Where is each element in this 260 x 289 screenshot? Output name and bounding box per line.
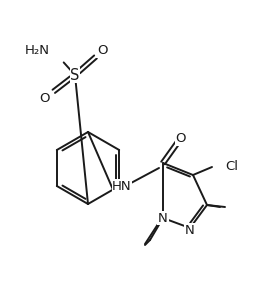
- Text: H₂N: H₂N: [25, 44, 50, 57]
- Text: N: N: [158, 212, 168, 225]
- Text: S: S: [70, 68, 80, 82]
- Text: N: N: [185, 223, 195, 236]
- Text: HN: HN: [112, 179, 132, 192]
- Text: O: O: [176, 132, 186, 145]
- Text: Cl: Cl: [225, 160, 238, 173]
- Text: O: O: [39, 92, 49, 105]
- Text: O: O: [97, 45, 107, 58]
